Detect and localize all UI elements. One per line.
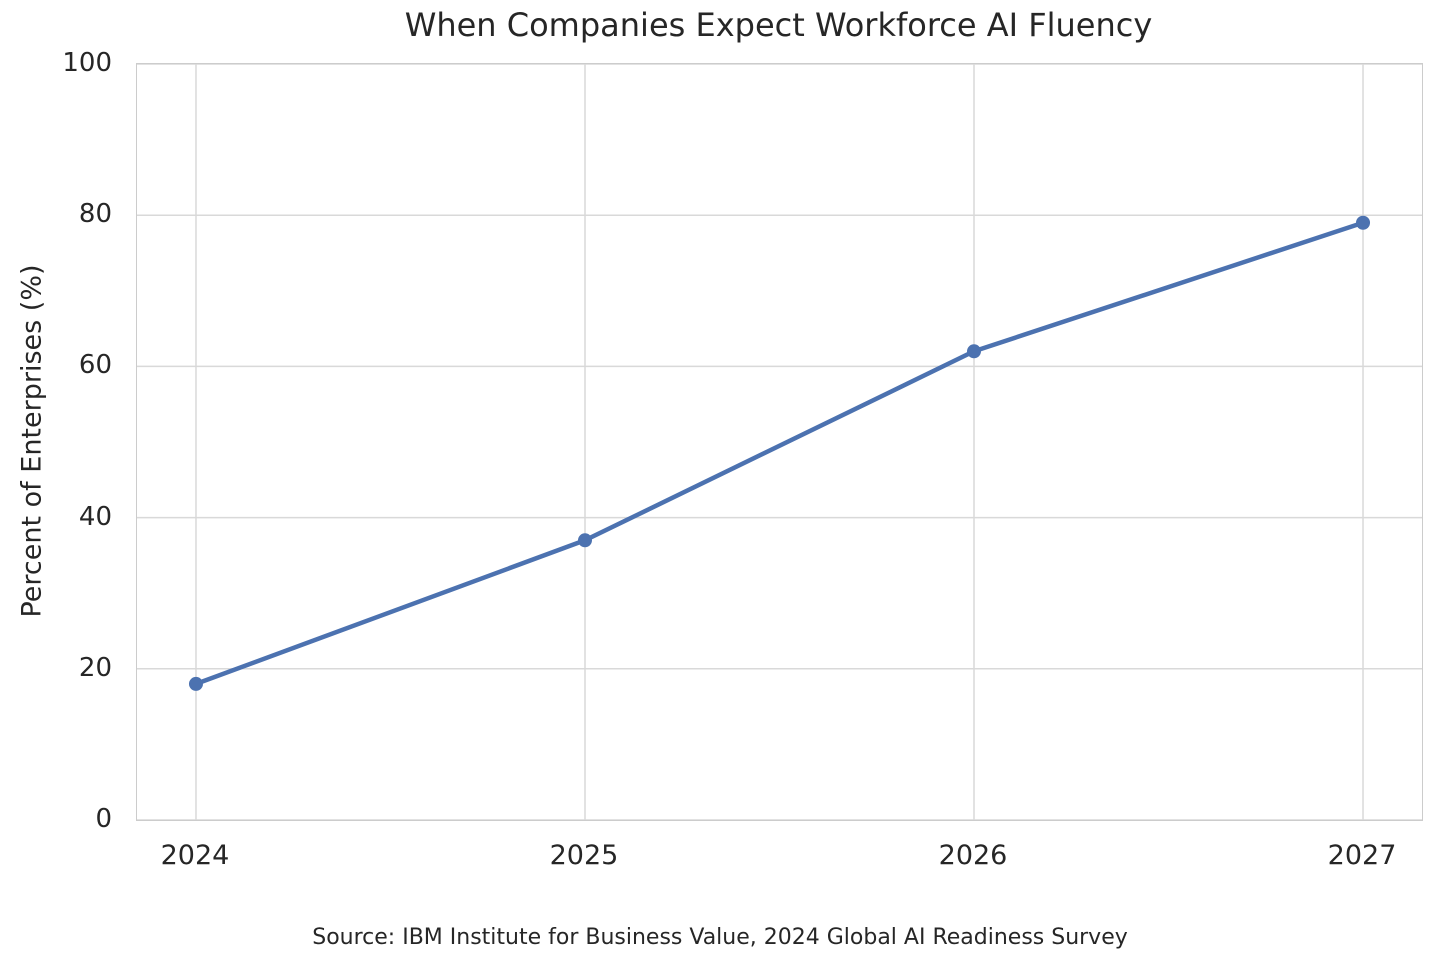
x-tick-label: 2025 xyxy=(549,840,619,871)
x-tick-label: 2027 xyxy=(1327,840,1397,871)
y-tick-label: 100 xyxy=(62,48,112,78)
y-tick-label: 80 xyxy=(78,199,112,230)
y-axis-label: Percent of Enterprises (%) xyxy=(16,63,48,819)
y-tick-label: 40 xyxy=(78,501,112,532)
source-note: Source: IBM Institute for Business Value… xyxy=(312,925,1128,950)
y-tick-label: 60 xyxy=(78,350,112,381)
data-point-marker xyxy=(577,533,592,548)
trend-line xyxy=(193,220,1366,687)
chart-canvas xyxy=(137,64,1422,820)
y-axis-label-text: Percent of Enterprises (%) xyxy=(16,264,48,618)
y-tick-label: 0 xyxy=(95,804,112,834)
x-tick-label: 2026 xyxy=(938,840,1008,871)
chart-title: When Companies Expect Workforce AI Fluen… xyxy=(404,6,1153,44)
data-point-marker xyxy=(188,676,203,691)
gridlines xyxy=(137,64,1422,820)
x-tick-label: 2024 xyxy=(160,840,230,871)
data-point-marker xyxy=(1356,215,1371,230)
y-tick-label: 20 xyxy=(78,652,112,683)
plot-area xyxy=(136,63,1423,821)
data-point-marker xyxy=(967,344,982,359)
